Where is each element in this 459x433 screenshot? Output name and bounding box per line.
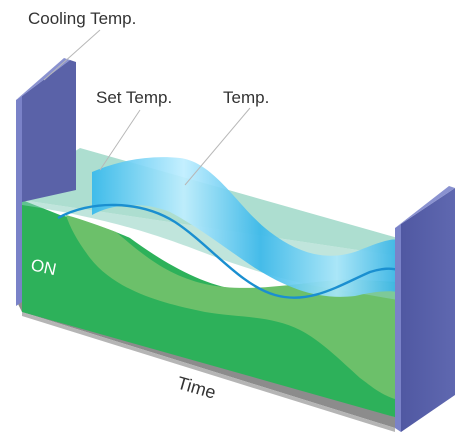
cooling-temp-label: Cooling Temp. — [28, 9, 136, 28]
light-green-region — [66, 215, 398, 400]
set-temp-leader — [99, 109, 141, 171]
right-wall-side — [395, 224, 401, 432]
temp-label: Temp. — [223, 88, 269, 107]
time-axis-label: Time — [175, 373, 218, 403]
set-temp-label: Set Temp. — [96, 88, 172, 107]
base-floor-front — [22, 312, 395, 432]
left-wall-side — [16, 96, 22, 306]
right-wall-top — [395, 186, 455, 228]
left-wall — [22, 60, 76, 202]
cooling-temp-leader — [43, 29, 101, 81]
on-label: ON — [29, 255, 58, 279]
temp-wave-surface — [92, 157, 398, 297]
right-wall — [401, 188, 455, 432]
temp-leader — [184, 107, 251, 186]
temp-line — [57, 203, 399, 299]
